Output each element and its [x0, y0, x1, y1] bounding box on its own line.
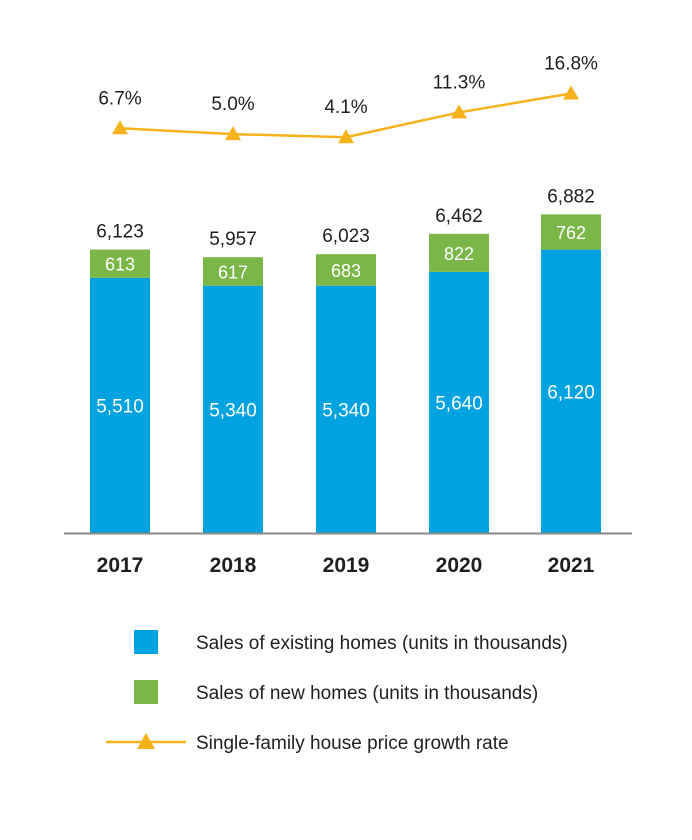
line-layer: [112, 85, 579, 144]
bar-new-2018: [203, 257, 263, 286]
growth-rate-label-2019: 4.1%: [324, 97, 367, 118]
x-tick-label-2021: 2021: [548, 554, 595, 577]
legend-layer: Sales of existing homes (units in thousa…: [106, 630, 568, 754]
green-square-icon: [134, 680, 158, 704]
label-total-2020: 6,462: [435, 206, 483, 227]
growth-rate-label-2021: 16.8%: [544, 54, 598, 75]
growth-rate-label-2020: 11.3%: [433, 72, 486, 93]
growth-rate-marker-2017: [112, 120, 128, 135]
label-total-2019: 6,023: [322, 226, 370, 247]
label-new-2020: 822: [444, 244, 474, 264]
label-new-2018: 617: [218, 262, 248, 282]
growth-rate-marker-2021: [563, 85, 579, 100]
bar-existing-2021: [541, 249, 601, 534]
bar-new-2017: [90, 249, 150, 278]
bars-layer: [90, 214, 601, 534]
bar-existing-2019: [316, 285, 376, 533]
labels-layer: 5,510 613 6,123 5,340 617 5,957 5,340 683 6,023 5…: [96, 54, 598, 422]
x-tick-label-2019: 2019: [323, 554, 370, 577]
label-total-2021: 6,882: [547, 186, 595, 207]
legend-label-1: Sales of existing homes (units in thousa…: [196, 633, 568, 654]
bar-existing-2020: [429, 271, 489, 533]
triangle-line-icon: [106, 733, 186, 749]
x-tick-label-2017: 2017: [97, 554, 144, 577]
growth-rate-label-2017: 6.7%: [98, 88, 141, 109]
bar-new-2021: [541, 214, 601, 250]
x-tick-label-2020: 2020: [436, 554, 483, 577]
legend-label-2: Sales of new homes (units in thousands): [196, 683, 538, 704]
bar-new-2019: [316, 254, 376, 286]
label-total-2018: 5,957: [209, 229, 257, 250]
growth-rate-label-2018: 5.0%: [211, 94, 254, 115]
label-existing-2017: 5,510: [96, 396, 144, 417]
bar-existing-2018: [203, 285, 263, 533]
blue-square-icon: [134, 630, 158, 654]
label-total-2017: 6,123: [96, 222, 144, 243]
label-new-2017: 613: [105, 255, 135, 275]
x-tick-label-2018: 2018: [210, 554, 257, 577]
label-existing-2020: 5,640: [435, 393, 483, 414]
bar-new-2020: [429, 233, 489, 272]
label-existing-2021: 6,120: [547, 382, 595, 403]
label-new-2021: 762: [556, 223, 586, 243]
bar-existing-2017: [90, 277, 150, 533]
label-existing-2019: 5,340: [322, 400, 370, 421]
growth-rate-marker-2019: [338, 129, 354, 144]
label-existing-2018: 5,340: [209, 400, 257, 421]
growth-rate-marker-2020: [451, 104, 467, 119]
growth-rate-marker-2018: [225, 126, 241, 141]
label-new-2019: 683: [331, 261, 361, 281]
legend-label-3: Single-family house price growth rate: [196, 733, 509, 754]
axis-layer: 2017 2018 2019 2020 2021: [64, 532, 632, 577]
